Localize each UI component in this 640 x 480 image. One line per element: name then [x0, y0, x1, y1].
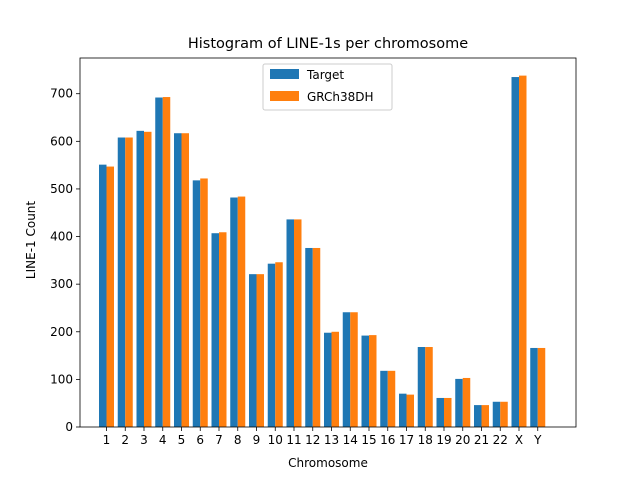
x-tick-label-5: 5 — [178, 433, 186, 447]
x-tick-label-10: 10 — [268, 433, 283, 447]
bar-target-chr-20 — [455, 378, 463, 427]
bar-grch38dh-chr-6 — [200, 178, 208, 427]
x-tick-label-13: 13 — [324, 433, 339, 447]
bar-target-chr-10 — [267, 263, 276, 427]
y-tick-label-600: 600 — [50, 134, 73, 148]
bar-grch38dh-chr-17 — [406, 394, 414, 427]
bar-grch38dh-chr-9 — [256, 274, 264, 427]
y-tick-label-100: 100 — [50, 372, 73, 386]
x-tick-label-21: 21 — [474, 433, 489, 447]
y-axis-label: LINE-1 Count — [24, 201, 38, 279]
y-tick-label-500: 500 — [50, 182, 73, 196]
bar-target-chr-8 — [230, 197, 238, 427]
bar-target-chr-17 — [399, 393, 407, 427]
bar-target-chr-18 — [417, 347, 426, 427]
bar-grch38dh-chr-Y — [537, 347, 546, 427]
x-tick-label-16: 16 — [380, 433, 395, 447]
bar-target-chr-2 — [117, 137, 126, 427]
bar-grch38dh-chr-12 — [312, 247, 321, 427]
bar-grch38dh-chr-16 — [387, 370, 396, 427]
x-tick-label-20: 20 — [455, 433, 470, 447]
y-tick-label-0: 0 — [65, 420, 73, 434]
bar-target-chr-5 — [174, 133, 182, 427]
bar-target-chr-7 — [211, 233, 219, 427]
plot-frame — [79, 57, 577, 428]
bar-target-chr-9 — [249, 274, 257, 427]
bar-grch38dh-chr-13 — [331, 331, 339, 427]
legend-swatch-grch38dh — [270, 91, 299, 101]
x-tick-label-17: 17 — [399, 433, 414, 447]
bar-grch38dh-chr-8 — [237, 196, 246, 427]
x-tick-label-7: 7 — [215, 433, 223, 447]
x-tick-label-4: 4 — [159, 433, 167, 447]
bar-grch38dh-chr-21 — [481, 405, 489, 427]
y-tick-label-200: 200 — [50, 325, 73, 339]
x-tick-label-Y: Y — [533, 433, 542, 447]
bar-grch38dh-chr-4 — [162, 97, 171, 428]
x-tick-label-2: 2 — [121, 433, 129, 447]
bar-grch38dh-chr-22 — [500, 401, 508, 427]
bar-grch38dh-chr-18 — [425, 347, 433, 427]
x-tick-label-14: 14 — [343, 433, 358, 447]
bar-target-chr-11 — [286, 219, 294, 427]
bar-target-chr-15 — [361, 335, 369, 427]
bar-target-chr-3 — [136, 130, 144, 427]
x-tick-label-9: 9 — [253, 433, 261, 447]
y-tick-label-400: 400 — [50, 230, 73, 244]
bar-grch38dh-chr-7 — [219, 232, 227, 427]
x-tick-label-6: 6 — [196, 433, 204, 447]
bar-grch38dh-chr-11 — [294, 219, 302, 427]
x-tick-label-15: 15 — [361, 433, 376, 447]
bar-target-chr-16 — [380, 370, 388, 427]
bar-target-chr-4 — [155, 97, 163, 427]
bar-target-chr-14 — [342, 312, 351, 427]
chart-title: Histogram of LINE-1s per chromosome — [188, 36, 468, 52]
bar-target-chr-13 — [324, 332, 332, 427]
bar-target-chr-21 — [474, 405, 482, 427]
bar-target-chr-1 — [99, 164, 107, 428]
y-tick-label-300: 300 — [50, 277, 73, 291]
x-tick-label-8: 8 — [234, 433, 242, 447]
x-axis-label: Chromosome — [288, 456, 368, 470]
bar-target-chr-X — [511, 77, 519, 427]
bar-grch38dh-chr-5 — [181, 133, 189, 427]
x-tick-label-11: 11 — [286, 433, 301, 447]
bar-grch38dh-chr-20 — [462, 377, 471, 427]
legend-label-grch38dh: GRCh38DH — [307, 90, 374, 104]
x-tick-label-22: 22 — [493, 433, 508, 447]
x-tick-label-X: X — [515, 433, 523, 447]
x-tick-label-12: 12 — [305, 433, 320, 447]
bar-grch38dh-chr-2 — [125, 137, 133, 427]
x-tick-label-19: 19 — [436, 433, 451, 447]
bar-grch38dh-chr-1 — [106, 166, 114, 427]
bar-grch38dh-chr-19 — [444, 397, 452, 427]
legend-swatch-target — [270, 69, 299, 79]
bar-target-chr-6 — [192, 180, 201, 427]
legend: Target GRCh38DH — [262, 63, 393, 111]
y-tick-label-700: 700 — [50, 87, 73, 101]
bar-grch38dh-chr-3 — [144, 131, 152, 428]
x-tick-label-3: 3 — [140, 433, 148, 447]
bar-grch38dh-chr-14 — [350, 312, 358, 427]
legend-label-target: Target — [306, 68, 344, 82]
x-tick-label-18: 18 — [418, 433, 433, 447]
bar-grch38dh-chr-15 — [369, 335, 377, 427]
bar-grch38dh-chr-X — [519, 75, 527, 428]
bar-target-chr-Y — [530, 347, 538, 427]
bar-grch38dh-chr-10 — [275, 262, 283, 427]
x-tick-label-1: 1 — [103, 433, 111, 447]
bar-target-chr-22 — [492, 401, 501, 427]
bar-target-chr-12 — [305, 247, 313, 427]
bar-target-chr-19 — [436, 397, 444, 427]
